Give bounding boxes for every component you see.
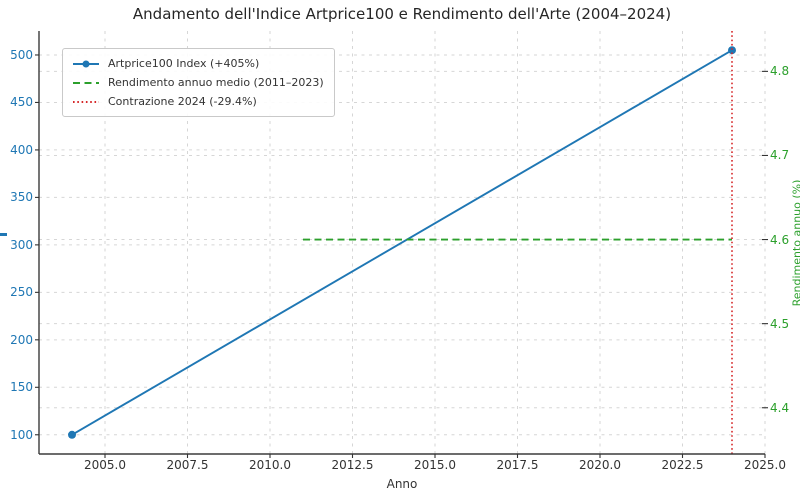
legend-label: Contrazione 2024 (-29.4%) bbox=[108, 95, 257, 108]
y-tick-label-left: 350 bbox=[10, 190, 33, 205]
legend-swatch-dashed-line bbox=[73, 81, 99, 84]
y-tick-label-right: 4.4 bbox=[770, 400, 790, 415]
x-tick-label: 2012.5 bbox=[331, 458, 374, 472]
x-tick-label: 2025.0 bbox=[744, 458, 786, 472]
x-tick-label: 2022.5 bbox=[661, 458, 704, 472]
x-tick-label: 2020.0 bbox=[579, 458, 621, 472]
x-tick-label: 2010.0 bbox=[249, 458, 291, 472]
data-point-marker bbox=[728, 46, 736, 55]
y-tick-label-right: 4.6 bbox=[770, 232, 790, 247]
legend-label: Rendimento annuo medio (2011–2023) bbox=[108, 76, 324, 89]
x-tick-label: 2017.5 bbox=[496, 458, 539, 472]
right-axis-label: Rendimento annuo (%) bbox=[790, 179, 800, 307]
y-tick-label-left: 150 bbox=[10, 380, 33, 395]
legend-entry: Artprice100 Index (+405%) bbox=[71, 54, 324, 73]
y-tick-label-left: 400 bbox=[10, 142, 33, 157]
y-tick-label-right: 4.7 bbox=[770, 148, 790, 163]
left-axis-label-clipped-fragment bbox=[0, 233, 7, 236]
legend-entry: Contrazione 2024 (-29.4%) bbox=[71, 92, 324, 111]
y-tick-label-left: 100 bbox=[10, 427, 33, 442]
y-tick-label-right: 4.5 bbox=[770, 316, 790, 331]
legend-swatch-dotted-line bbox=[73, 100, 99, 103]
y-tick-label-left: 250 bbox=[10, 285, 33, 300]
x-tick-label: 2015.0 bbox=[414, 458, 456, 472]
x-tick-label: 2007.5 bbox=[166, 458, 209, 472]
legend: Artprice100 Index (+405%) Rendimento annu… bbox=[62, 48, 335, 117]
legend-label: Artprice100 Index (+405%) bbox=[108, 57, 260, 70]
chart-title: Andamento dell'Indice Artprice100 e Rend… bbox=[132, 5, 672, 23]
x-tick-label: 2005.0 bbox=[84, 458, 126, 472]
y-tick-label-left: 450 bbox=[10, 95, 33, 110]
y-tick-label-right: 4.8 bbox=[770, 64, 790, 79]
x-axis-label: Anno bbox=[386, 477, 418, 491]
y-tick-label-left: 300 bbox=[10, 237, 33, 252]
data-point-marker bbox=[68, 430, 76, 439]
y-tick-label-left: 500 bbox=[10, 47, 33, 62]
series-line bbox=[71, 49, 733, 436]
legend-entry: Rendimento annuo medio (2011–2023) bbox=[71, 73, 324, 92]
legend-swatch-solid-line bbox=[73, 60, 99, 67]
y-tick-label-left: 200 bbox=[10, 332, 33, 347]
